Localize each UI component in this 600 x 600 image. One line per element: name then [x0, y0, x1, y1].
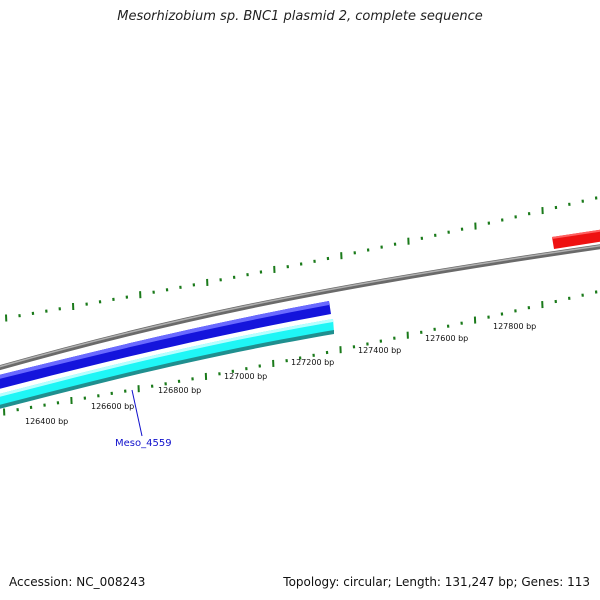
- accession-text: Accession: NC_008243: [9, 575, 146, 589]
- inner-tick-marks: [3, 290, 598, 416]
- gene-label-meso-4559[interactable]: Meso_4559: [115, 438, 172, 449]
- ruler-label-127000: 127000 bp: [224, 372, 267, 381]
- ruler-label-126600: 126600 bp: [91, 402, 134, 411]
- ruler-label-126400: 126400 bp: [25, 417, 68, 426]
- red-gene-feature[interactable]: [552, 229, 600, 249]
- map-title: Mesorhizobium sp. BNC1 plasmid 2, comple…: [117, 9, 483, 24]
- ruler-label-127600: 127600 bp: [425, 334, 468, 343]
- ruler-label-127800: 127800 bp: [493, 322, 536, 331]
- ruler-label-126800: 126800 bp: [158, 386, 201, 395]
- ruler-label-127200: 127200 bp: [291, 358, 334, 367]
- outer-tick-marks: [5, 196, 598, 322]
- forward-gene-feature[interactable]: [0, 301, 331, 390]
- gene-label-line: [131, 389, 143, 437]
- sequence-backbone: [0, 244, 600, 371]
- ruler-label-127400: 127400 bp: [358, 346, 401, 355]
- topology-summary-text: Topology: circular; Length: 131,247 bp; …: [283, 575, 590, 589]
